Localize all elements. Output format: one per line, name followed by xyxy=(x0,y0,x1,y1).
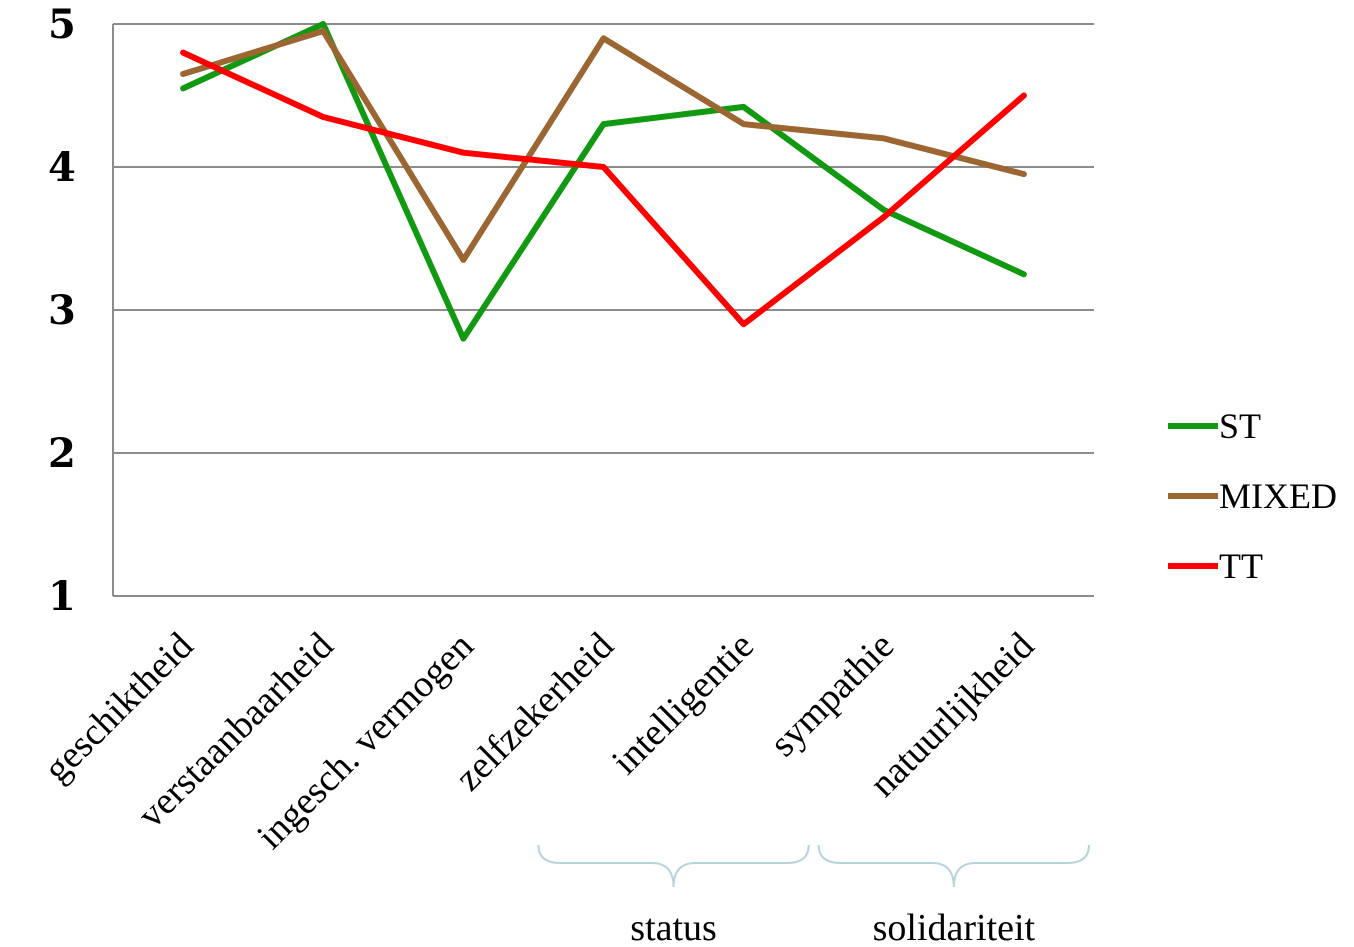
group-label: status xyxy=(630,907,717,947)
y-tick-label: 2 xyxy=(48,430,76,477)
group-brace xyxy=(537,844,810,888)
axes xyxy=(112,24,1094,597)
y-tick-labels: 1 2 3 4 5 xyxy=(48,1,76,620)
legend-label: TT xyxy=(1219,546,1263,586)
legend-label: ST xyxy=(1219,406,1261,446)
series-line-mixed xyxy=(180,28,1027,263)
series-line-tt xyxy=(180,49,1027,328)
series-lines xyxy=(180,21,1027,342)
series-line-st xyxy=(180,21,1027,342)
y-tick-label: 4 xyxy=(48,144,76,191)
y-tick-label: 1 xyxy=(48,573,76,620)
group-label: solidariteit xyxy=(873,907,1036,947)
x-tick-label: intelligentie xyxy=(604,625,762,783)
legend-label: MIXED xyxy=(1219,476,1337,516)
group-brace xyxy=(817,844,1090,888)
legend: ST MIXED TT xyxy=(1168,406,1337,586)
y-tick-label: 3 xyxy=(48,287,76,334)
y-tick-label: 5 xyxy=(48,1,76,48)
x-tick-label: sympathie xyxy=(762,625,902,765)
category-groups: status solidariteit xyxy=(537,844,1090,947)
